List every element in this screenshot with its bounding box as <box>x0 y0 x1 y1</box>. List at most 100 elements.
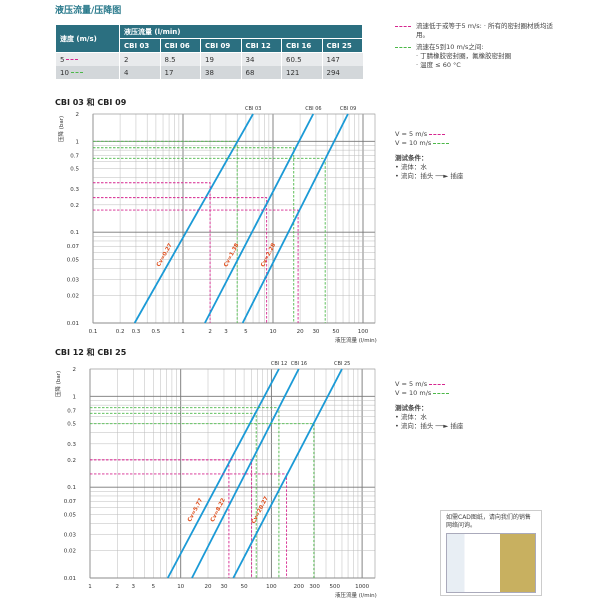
v5-marker-cbi03 <box>93 182 211 323</box>
series-label: CBI 09 <box>340 106 356 112</box>
y-tick-label: 0.03 <box>64 533 77 539</box>
y-tick-label: 0.7 <box>70 153 79 159</box>
v10-marker-cbi06 <box>93 147 295 323</box>
y-tick-label: 2 <box>73 367 77 373</box>
x-tick-label: 10 <box>270 329 277 335</box>
cell: 60.5 <box>281 52 322 66</box>
x-tick-label: 5 <box>152 584 156 590</box>
v5-marker-cbi25 <box>90 473 288 578</box>
col-header: CBI 25 <box>321 38 363 53</box>
x-tick-label: 30 <box>312 329 319 335</box>
y-tick-label: 0.2 <box>70 203 79 209</box>
test-conditions-title: 测试条件： <box>395 404 428 412</box>
series-label: CBI 25 <box>334 361 350 367</box>
col-header: CBI 16 <box>281 38 323 53</box>
x-tick-label: 20 <box>205 584 212 590</box>
y-tick-label: 0.5 <box>67 422 76 428</box>
cell: 147 <box>321 52 363 66</box>
col-header: CBI 03 <box>119 38 161 53</box>
flow-header: 液压流量 (l/min) <box>119 24 363 39</box>
y-tick-label: 0.07 <box>64 499 77 505</box>
y-tick-label: 0.05 <box>67 258 80 264</box>
page-title: 液压流量/压降图 <box>55 6 122 16</box>
series-label: CBI 06 <box>305 106 321 112</box>
speed-value: 5 <box>60 55 65 64</box>
y-tick-label: 0.7 <box>67 408 76 414</box>
y-axis-label: 压降 (bar) <box>54 371 62 397</box>
series-line-cbi25 <box>232 368 343 579</box>
series-line-cbi16 <box>191 368 300 579</box>
v10-marker-cbi12 <box>90 412 257 578</box>
test-fluid: 流体：水 <box>400 163 427 171</box>
y-tick-label: 0.5 <box>70 167 79 173</box>
x-tick-label: 50 <box>332 329 339 335</box>
y-tick-label: 0.1 <box>70 230 79 236</box>
x-tick-label: 100 <box>266 584 277 590</box>
x-tick-label: 500 <box>330 584 341 590</box>
cad-box: 如需CAD图纸，请向我们的销售网络问询。 <box>440 510 542 596</box>
v5-marker-cbi16 <box>90 459 253 578</box>
y-tick-label: 0.03 <box>67 278 80 284</box>
legend-2: V = 5 m/s V = 10 m/s 测试条件： • 流体：水 • 流向：插… <box>395 380 464 430</box>
y-tick-label: 0.02 <box>64 549 76 555</box>
arrow-right-icon: ──► <box>435 422 449 430</box>
series-label: CBI 12 <box>271 361 287 367</box>
x-tick-label: 100 <box>358 329 369 335</box>
x-tick-label: 5 <box>244 329 248 335</box>
test-direction-target: 插座 <box>450 422 464 430</box>
test-conditions-title: 测试条件： <box>395 154 428 162</box>
cell: 68 <box>240 66 282 79</box>
cell: 38 <box>200 66 241 79</box>
note-v10-2: · 温度 ≤ 60 °C <box>416 61 461 69</box>
col-header: CBI 12 <box>240 38 282 53</box>
x-tick-label: 10 <box>177 584 184 590</box>
cad-note: 如需CAD图纸，请向我们的销售网络问询。 <box>446 514 531 529</box>
y-tick-label: 0.1 <box>67 485 76 491</box>
test-direction: 流向：插头 <box>400 172 434 180</box>
y-axis-label: 压降 (bar) <box>57 116 65 142</box>
x-tick-label: 0.1 <box>89 329 98 335</box>
x-tick-label: 1000 <box>355 584 369 590</box>
y-tick-label: 0.3 <box>70 187 79 193</box>
legend-v5: V = 5 m/s <box>395 130 428 138</box>
v5-marker-cbi09 <box>93 209 299 323</box>
series-label: CBI 03 <box>245 106 261 112</box>
arrow-right-icon: ──► <box>435 172 449 180</box>
series-line-cbi06 <box>204 113 315 324</box>
cell: 34 <box>240 52 282 66</box>
test-fluid: 流体：水 <box>400 413 427 421</box>
col-header: CBI 06 <box>159 38 201 53</box>
v10-marker-cbi16 <box>90 407 280 578</box>
speed-header: 速度 (m/s) <box>55 24 120 53</box>
speed-value: 10 <box>60 68 69 77</box>
x-tick-label: 1 <box>181 329 185 335</box>
x-tick-label: 0.3 <box>132 329 141 335</box>
x-tick-label: 2 <box>208 329 212 335</box>
legend-v10: V = 10 m/s <box>395 389 432 397</box>
legend-v5: V = 5 m/s <box>395 380 428 388</box>
y-tick-label: 2 <box>76 112 80 118</box>
cell: 294 <box>321 66 363 79</box>
series-line-cbi03 <box>133 113 254 324</box>
x-axis-label: 液压流量 (l/min) <box>335 336 377 344</box>
y-tick-label: 0.2 <box>67 458 76 464</box>
x-tick-label: 1 <box>88 584 92 590</box>
note-v10-1: · 丁腈橡胶密封圈，氟橡胶密封圈 <box>416 52 512 60</box>
y-tick-label: 0.01 <box>67 321 79 327</box>
x-tick-label: 30 <box>220 584 227 590</box>
plot-frame <box>92 113 376 324</box>
chart1-title: CBI 03 和 CBI 09 <box>55 98 127 107</box>
flow-table: 速度 (m/s) 液压流量 (l/min) CBI 03 CBI 06 CBI 09 C… <box>55 24 363 79</box>
x-tick-label: 0.5 <box>152 329 161 335</box>
chart2-title: CBI 12 和 CBI 25 <box>55 348 127 357</box>
test-direction: 流向：插头 <box>400 422 434 430</box>
x-tick-label: 20 <box>297 329 304 335</box>
chart-cbi12-25: 1 2 3 5 10 20 30 50 100 200 300 500 1000 0.01 0.02 0.03… <box>54 361 377 599</box>
y-tick-label: 1 <box>73 394 77 400</box>
y-tick-label: 0.02 <box>67 294 79 300</box>
col-header: CBI 09 <box>200 38 242 53</box>
cell: 17 <box>159 66 201 79</box>
table-row: 5 2 8.5 19 34 60.5 147 <box>55 52 363 66</box>
cell: 8.5 <box>159 52 201 66</box>
x-tick-label: 200 <box>293 584 304 590</box>
